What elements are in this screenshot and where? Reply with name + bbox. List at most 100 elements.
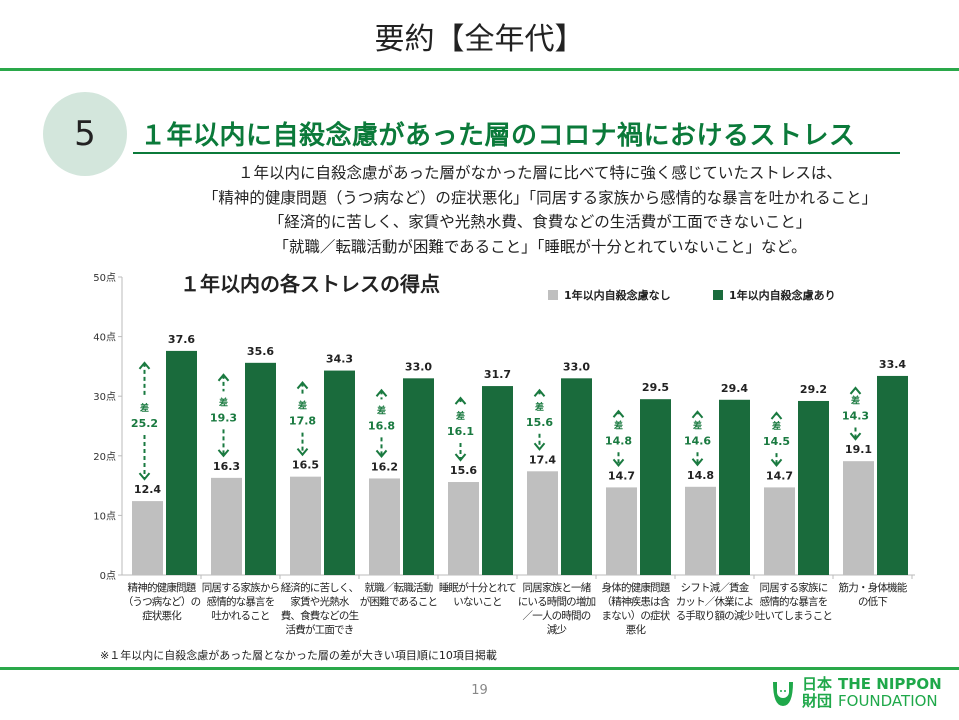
- data-label: 16.3: [213, 460, 240, 473]
- diff-value: 15.6: [526, 416, 553, 429]
- page-number: 19: [471, 683, 488, 698]
- bar-ideation: [482, 386, 513, 575]
- category-label: 同居する家族から 感情的な暴言を 吐かれること: [201, 582, 280, 622]
- arrowhead-up-icon: [375, 388, 388, 397]
- data-label: 14.8: [687, 469, 714, 482]
- category-label: 精神的健康問題 （うつ病など）の 症状悪化: [122, 582, 201, 622]
- arrowhead-up-icon: [296, 381, 309, 390]
- diff-label: 差: [377, 404, 386, 416]
- y-tick-label: 0点: [100, 570, 116, 582]
- arrowhead-down-icon: [217, 449, 230, 458]
- data-label: 33.0: [405, 360, 432, 373]
- diff-value: 19.3: [210, 411, 237, 424]
- data-label: 34.3: [326, 353, 353, 366]
- bar-no-ideation: [211, 477, 242, 575]
- arrowhead-up-icon: [217, 373, 230, 382]
- data-label: 35.6: [247, 345, 274, 358]
- data-label: 29.4: [721, 382, 748, 395]
- bar-no-ideation: [369, 478, 400, 575]
- arrowhead-down-icon: [454, 453, 467, 462]
- bar-ideation: [245, 362, 276, 575]
- category-label: シフト減／賃金 カット／休業によ る手取り額の減少: [675, 582, 754, 622]
- category-label: 同居する家族に 感情的な暴言を 吐いてしまうこと: [754, 582, 833, 622]
- diff-value: 14.6: [684, 434, 711, 447]
- legend-label: 1年以内自殺念慮なし: [564, 289, 671, 302]
- arrowhead-down-icon: [296, 448, 309, 457]
- y-tick-label: 20点: [93, 451, 116, 463]
- diff-value: 16.1: [447, 425, 474, 438]
- arrowhead-down-icon: [375, 449, 388, 459]
- data-label: 33.0: [563, 360, 590, 373]
- category-label: 身体的健康問題 （精神疾患は含 まない）の症状 悪化: [601, 582, 671, 636]
- section-heading: １年以内に自殺念慮があった層のコロナ禍におけるストレス: [140, 121, 856, 151]
- data-label: 16.2: [371, 460, 398, 473]
- y-tick-label: 50点: [93, 272, 116, 284]
- data-label: 17.4: [529, 453, 556, 466]
- arrowhead-up-icon: [138, 361, 151, 370]
- bar-ideation: [561, 378, 592, 575]
- arrowhead-down-icon: [533, 442, 546, 451]
- slide-title: 要約【全年代】: [374, 22, 585, 57]
- arrowhead-down-icon: [138, 472, 151, 481]
- arrowhead-up-icon: [770, 411, 783, 420]
- logo-en: THE NIPPON FOUNDATION: [838, 676, 942, 710]
- arrowhead-down-icon: [612, 458, 625, 467]
- diff-value: 17.8: [289, 415, 316, 428]
- diff-value: 14.8: [605, 434, 632, 447]
- legend-label: 1年以内自殺念慮あり: [729, 289, 836, 302]
- legend-swatch-green: [713, 290, 723, 300]
- logo-en-line1: THE NIPPON: [838, 675, 942, 693]
- category-label: 筋力・身体機能 の低下: [838, 582, 908, 608]
- arrowhead-up-icon: [454, 396, 467, 405]
- section-number-badge: 5: [43, 92, 127, 176]
- diff-label: 差: [614, 419, 623, 431]
- summary-line: １年以内に自殺念慮があった層がなかった層に比べて特に強く感じていたストレスは、: [238, 164, 842, 182]
- diff-label: 差: [140, 402, 149, 414]
- summary-line: 「経済的に苦しく、家賃や光熱水費、食費などの生活費が工面できないこと」: [268, 213, 812, 231]
- arrowhead-down-icon: [770, 458, 783, 467]
- data-label: 31.7: [484, 368, 511, 381]
- diff-value: 14.3: [842, 410, 869, 423]
- summary-line: 「就職／転職活動が困難であること」「睡眠が十分とれていないこと」など。: [273, 237, 807, 256]
- category-label: 同居家族と一緒 にいる時間の増加 ／一人の時間の 減少: [517, 582, 596, 636]
- arrowhead-down-icon: [691, 458, 704, 467]
- arrowhead-up-icon: [612, 409, 625, 418]
- category-label: 経済的に苦しく、 家賃や光熱水 費、食費などの生 活費が工面でき: [280, 582, 359, 636]
- bar-no-ideation: [290, 476, 321, 575]
- data-label: 14.7: [766, 469, 793, 482]
- top-divider: [0, 68, 959, 71]
- arrowhead-up-icon: [849, 386, 862, 395]
- diff-label: 差: [219, 396, 228, 408]
- bar-no-ideation: [527, 471, 558, 575]
- category-label: 睡眠が十分とれて いないこと: [438, 582, 517, 608]
- data-label: 37.6: [168, 333, 195, 346]
- bar-ideation: [166, 350, 197, 575]
- data-label: 15.6: [450, 464, 477, 477]
- diff-label: 差: [693, 419, 702, 431]
- data-label: 29.5: [642, 381, 669, 394]
- bar-ideation: [798, 400, 829, 575]
- bar-no-ideation: [132, 501, 163, 575]
- category-label: 就職／転職活動 が困難であること: [359, 582, 438, 608]
- data-label: 16.5: [292, 459, 319, 472]
- bar-no-ideation: [843, 461, 874, 575]
- heading-underline: [133, 152, 900, 154]
- data-label: 14.7: [608, 469, 635, 482]
- bar-ideation: [640, 399, 671, 575]
- y-tick-label: 30点: [93, 391, 116, 403]
- bar-ideation: [719, 399, 750, 575]
- diff-value: 14.5: [763, 435, 790, 448]
- logo-en-line2: FOUNDATION: [838, 692, 938, 710]
- diff-label: 差: [456, 410, 465, 422]
- bottom-divider: [0, 667, 959, 670]
- y-tick-label: 40点: [93, 332, 116, 344]
- bar-no-ideation: [606, 487, 637, 575]
- bar-ideation: [877, 375, 908, 575]
- logo-face-icon: [773, 682, 793, 706]
- bar-no-ideation: [448, 482, 479, 575]
- arrowhead-down-icon: [849, 432, 862, 441]
- diff-value: 16.8: [368, 419, 395, 432]
- arrowhead-up-icon: [533, 388, 546, 397]
- bar-no-ideation: [685, 486, 716, 575]
